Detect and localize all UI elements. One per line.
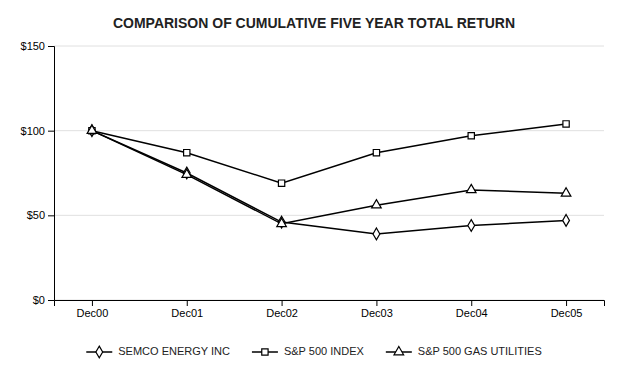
- point: [184, 150, 190, 156]
- grid: [54, 46, 604, 300]
- tick-mark: [48, 215, 54, 216]
- legend-item: S&P 500 INDEX: [252, 345, 365, 357]
- point: [182, 169, 192, 177]
- x-tick: Dec01: [171, 300, 203, 319]
- y-tick: $100: [21, 125, 54, 137]
- chart: COMPARISON OF CUMULATIVE FIVE YEAR TOTAL…: [0, 0, 628, 374]
- tick-label: Dec05: [551, 307, 583, 319]
- legend-swatch-marker: [262, 349, 268, 355]
- axis-line: [48, 47, 55, 301]
- point: [373, 150, 379, 156]
- y-tick: $0: [33, 294, 54, 306]
- series: [87, 125, 571, 226]
- legend-swatch-marker: [394, 346, 404, 354]
- x-tick: Dec04: [456, 300, 488, 319]
- point: [561, 188, 571, 196]
- legend-label: SEMCO ENERGY INC: [118, 345, 230, 357]
- tick-mark: [48, 300, 54, 301]
- chart-title: COMPARISON OF CUMULATIVE FIVE YEAR TOTAL…: [113, 15, 515, 31]
- y-tick: $50: [27, 209, 54, 221]
- tick-mark: [566, 300, 567, 306]
- tick-mark: [471, 300, 472, 306]
- series-line: [92, 124, 566, 183]
- tick-mark: [92, 300, 93, 306]
- point: [277, 218, 287, 226]
- x-tick: Dec02: [266, 300, 298, 319]
- legend-item: SEMCO ENERGY INC: [86, 345, 230, 358]
- grid-line: [54, 130, 604, 131]
- legend: SEMCO ENERGY INC S&P 500 INDEX S&P 500 GAS…: [86, 345, 541, 358]
- tick-label: $100: [21, 125, 45, 137]
- tick-mark: [187, 300, 188, 306]
- legend-label: S&P 500 INDEX: [284, 345, 365, 357]
- point: [563, 215, 570, 227]
- point: [87, 125, 97, 133]
- series: [89, 125, 570, 240]
- point: [563, 121, 569, 127]
- point: [466, 184, 476, 192]
- point: [373, 228, 380, 240]
- y-tick: $150: [21, 40, 54, 52]
- point: [468, 133, 474, 139]
- y-axis: $0 $50 $100 $150: [21, 40, 55, 306]
- series-line: [92, 131, 566, 224]
- tick-label: Dec02: [266, 307, 298, 319]
- tick-label: Dec04: [456, 307, 488, 319]
- tick-label: $150: [21, 40, 45, 52]
- marks: [87, 121, 571, 240]
- grid-line: [54, 46, 604, 47]
- x-tick: Dec05: [551, 300, 583, 319]
- series: [89, 121, 569, 187]
- axis-line: [55, 301, 605, 307]
- point: [278, 180, 284, 186]
- point: [372, 200, 382, 208]
- series-line: [92, 131, 566, 234]
- tick-label: Dec03: [361, 307, 393, 319]
- point: [468, 220, 475, 232]
- plot-area: Dec00Dec01Dec02Dec03Dec04Dec05$0$50$100$…: [21, 40, 605, 319]
- tick-mark: [48, 131, 54, 132]
- legend-swatch-marker: [96, 346, 103, 358]
- x-tick: Dec00: [77, 300, 109, 319]
- tick-label: $50: [27, 209, 45, 221]
- tick-label: Dec00: [77, 307, 109, 319]
- tick-label: $0: [33, 294, 45, 306]
- tick-label: Dec01: [171, 307, 203, 319]
- legend-item: S&P 500 GAS UTILITIES: [386, 345, 542, 357]
- x-axis: Dec00 Dec01 Dec02 Dec03 Dec04 Dec05: [55, 300, 605, 319]
- tick-mark: [48, 46, 54, 47]
- legend-label: S&P 500 GAS UTILITIES: [418, 345, 542, 357]
- tick-mark: [282, 300, 283, 306]
- x-tick: Dec03: [361, 300, 393, 319]
- tick-mark: [376, 300, 377, 306]
